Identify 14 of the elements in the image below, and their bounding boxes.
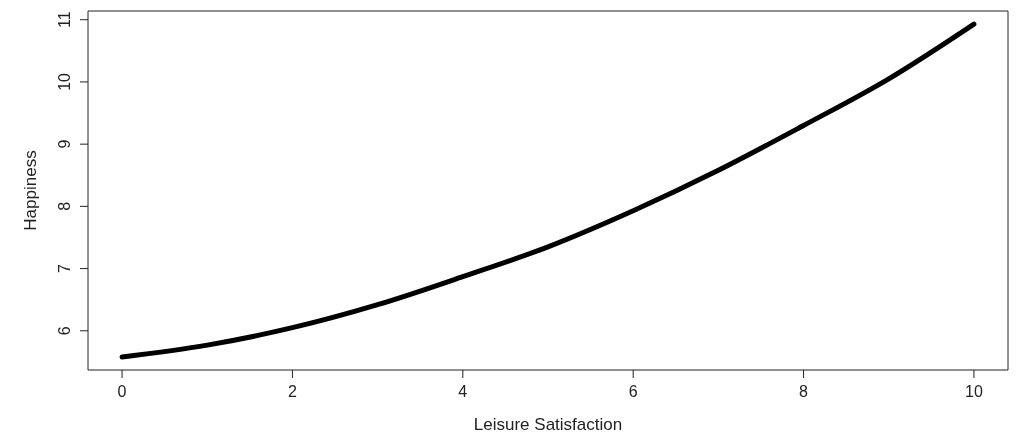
x-tick-label: 8 <box>799 383 809 401</box>
y-tick-label: 8 <box>56 201 73 211</box>
x-tick-label: 6 <box>628 383 638 401</box>
y-tick-label: 9 <box>56 139 73 149</box>
x-tick-label: 2 <box>287 383 297 401</box>
y-tick-label: 11 <box>56 11 73 29</box>
y-tick-label: 10 <box>56 72 73 91</box>
y-tick-label: 7 <box>56 264 73 274</box>
y-axis-title: Happiness <box>21 150 41 231</box>
x-tick-label: 4 <box>458 383 468 401</box>
x-axis-title: Leisure Satisfaction <box>473 415 623 434</box>
x-tick-label: 10 <box>965 383 983 401</box>
y-tick-label: 6 <box>56 326 73 336</box>
x-tick-label: 0 <box>117 383 127 401</box>
